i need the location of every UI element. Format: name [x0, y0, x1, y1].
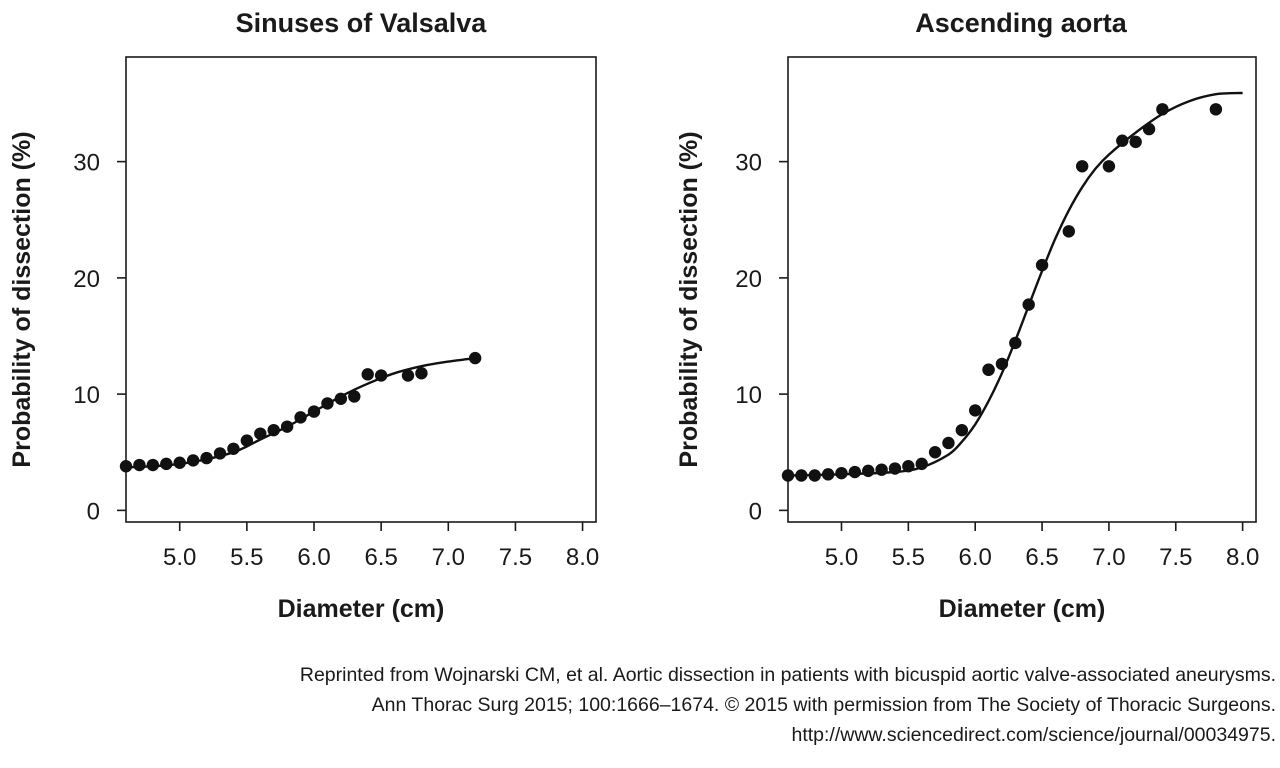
chart-2-title: Ascending aorta — [915, 8, 1128, 38]
chart-2-data-point — [928, 446, 942, 459]
chart-2-y-tick-label: 10 — [735, 382, 762, 409]
chart-2-x-tick-label: 8.0 — [1226, 544, 1259, 571]
chart-2-y-tick-label: 20 — [735, 266, 762, 293]
chart-1-x-tick-label: 5.0 — [163, 544, 196, 571]
chart-1-x-tick-label: 6.0 — [297, 544, 330, 571]
chart-1-data-point — [361, 368, 374, 381]
chart-1-data-point — [160, 457, 173, 471]
chart-2-x-tick-label: 6.5 — [1025, 544, 1058, 571]
chart-2-x-tick-label: 6.0 — [959, 544, 992, 571]
chart-2-data-point — [942, 436, 955, 450]
chart-1-y-tick-label: 20 — [73, 266, 100, 293]
chart-1-data-point — [401, 369, 415, 382]
credit-line-3: http://www.sciencedirect.com/science/jou… — [791, 724, 1276, 746]
chart-1-y-axis-label: Probability of dissection (%) — [8, 131, 36, 467]
chart-2-data-point — [969, 404, 982, 417]
chart-1-plot-frame — [125, 56, 597, 523]
chart-2-x-axis-label: Diameter (cm) — [939, 595, 1106, 623]
chart-2-x-tick-label: 5.0 — [825, 544, 858, 571]
credit-line-2: Ann Thorac Surg 2015; 100:1666–1674. © 2… — [371, 694, 1276, 716]
chart-1-data-point — [133, 458, 146, 472]
chart-2-y-tick-label: 0 — [749, 498, 762, 525]
chart-2-fit-curve — [788, 91, 1243, 477]
chart-2-x-tick-label: 7.0 — [1092, 544, 1125, 571]
chart-2-data-point — [1102, 160, 1116, 173]
chart-2-data-point — [1209, 103, 1223, 116]
chart-1-y-tick-label: 30 — [73, 150, 100, 177]
chart-1-data-point — [348, 390, 361, 403]
chart-2-plot-frame — [787, 56, 1257, 523]
chart-2-data-point — [1129, 135, 1142, 149]
chart-1-data-point — [267, 423, 280, 437]
chart-1-data-point — [415, 367, 428, 380]
chart-1-fit-curve — [126, 356, 476, 469]
chart-1-y-tick-label: 0 — [87, 498, 100, 525]
chart-1-x-tick-label: 5.5 — [230, 544, 263, 571]
chart-1-x-tick-label: 7.5 — [499, 544, 532, 571]
chart-2-data-point — [955, 423, 969, 437]
credit-line-1: Reprinted from Wojnarski CM, et al. Aort… — [299, 664, 1276, 686]
sinuses-of-valsalva-chart: Sinuses of Valsalva 5.0 5.5 6.0 6.5 7.0 7.5 8.0… — [8, 8, 599, 623]
chart-2-data-point — [848, 465, 862, 479]
chart-2-y-axis-label: Probability of dissection (%) — [675, 131, 703, 467]
chart-1-x-tick-label: 6.5 — [364, 544, 397, 571]
figure-svg: Sinuses of Valsalva 5.0 5.5 6.0 6.5 7.0 7.5 8.0… — [8, 8, 1259, 623]
chart-2-data-point — [1116, 134, 1129, 147]
chart-1-x-tick-label: 8.0 — [566, 544, 599, 571]
chart-1-x-axis-label: Diameter (cm) — [278, 595, 445, 623]
chart-2-data-point — [1075, 160, 1089, 173]
ascending-aorta-chart: Ascending aorta 5.0 5.5 6.0 6.5 7.0 7.5 8.0 0 10 2… — [675, 8, 1259, 623]
chart-2-data-point — [862, 464, 875, 478]
chart-1-x-tick-label: 7.0 — [432, 544, 465, 571]
chart-1-title: Sinuses of Valsalva — [236, 8, 488, 38]
chart-1-data-point — [468, 351, 482, 365]
chart-1-y-tick-label: 10 — [73, 382, 100, 409]
chart-2-data-point — [1062, 225, 1076, 238]
chart-2-x-tick-label: 7.5 — [1159, 544, 1192, 571]
chart-2-y-tick-label: 30 — [735, 150, 762, 177]
chart-2-data-point — [982, 363, 995, 376]
source-credit: Reprinted from Wojnarski CM, et al. Aort… — [16, 660, 1276, 750]
chart-2-x-tick-label: 5.5 — [892, 544, 925, 571]
